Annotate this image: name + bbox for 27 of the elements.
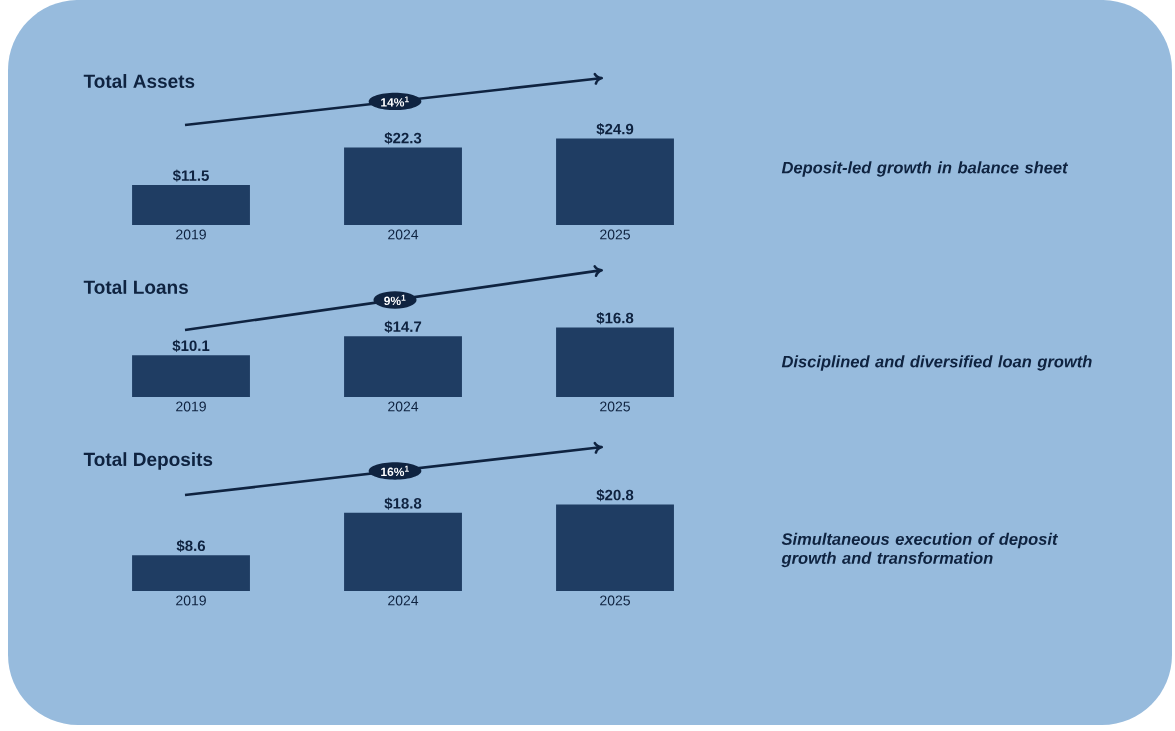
- data-label: $24.9: [596, 123, 634, 136]
- chart-title: Total Deposits: [83, 452, 213, 470]
- data-label: $16.8: [596, 312, 634, 325]
- x-tick-label: 2025: [600, 229, 630, 240]
- text: 14%$^{1}$: [381, 96, 409, 107]
- x-tick-label: 2019: [176, 401, 206, 412]
- data-label: $10.1: [172, 339, 210, 352]
- text: Deposit-led growth in balance sheet: [781, 161, 1069, 177]
- chart-title: Total Assets: [83, 74, 195, 88]
- data-label: $11.5: [172, 169, 209, 182]
- data-label: $8.6: [176, 539, 206, 553]
- x-tick-label: 2025: [600, 401, 630, 412]
- data-label: $20.8: [596, 489, 634, 502]
- x-tick-label: 2024: [388, 595, 419, 606]
- x-tick-label: 2024: [388, 229, 419, 240]
- text: 9%$^{1}$: [384, 294, 406, 306]
- data-label: $22.3: [384, 132, 422, 145]
- data-label: $18.8: [384, 497, 422, 510]
- text: Simultaneous execution of deposit growth and transformation: [781, 532, 1059, 568]
- x-tick-label: 2024: [388, 401, 419, 412]
- x-tick-label: 2025: [600, 595, 630, 606]
- text: 16%$^{1}$: [381, 465, 409, 477]
- chart-title: Total Loans: [83, 280, 188, 294]
- x-tick-label: 2019: [176, 595, 206, 606]
- data-label: $14.7: [384, 320, 422, 333]
- x-tick-label: 2019: [176, 229, 206, 240]
- text: Disciplined and diversified loan growth: [781, 355, 1092, 371]
